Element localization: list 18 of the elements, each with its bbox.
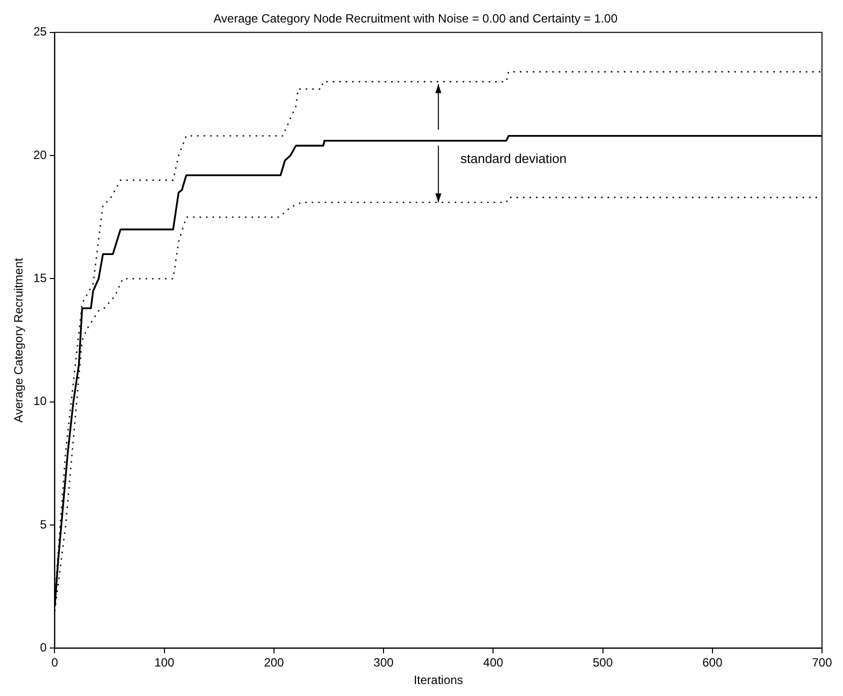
- x-tick-label: 100: [154, 656, 175, 670]
- y-tick-label: 15: [33, 271, 48, 286]
- y-axis-title: Average Category Recruitment: [12, 257, 26, 423]
- x-tick-label: 700: [812, 656, 832, 670]
- y-tick-label: 20: [33, 148, 48, 162]
- y-tick-label: 10: [33, 394, 48, 408]
- annotation: standard deviation: [460, 150, 567, 166]
- y-tick-label: 5: [40, 517, 48, 532]
- x-axis-title: Iterations: [414, 673, 464, 688]
- chart-title: Average Category Node Recruitment with Noise = 0.00 and Certainty = 1.00: [213, 12, 618, 26]
- x-tick-label: 300: [374, 656, 394, 670]
- x-tick-label: 400: [483, 656, 504, 670]
- x-tick-label: 600: [702, 656, 723, 670]
- y-tick-label: 0: [40, 640, 48, 655]
- x-tick-label: 500: [592, 656, 614, 670]
- y-tick-label: 25: [33, 24, 48, 39]
- x-tick-label: 0: [51, 656, 58, 670]
- x-tick-label: 200: [264, 656, 284, 670]
